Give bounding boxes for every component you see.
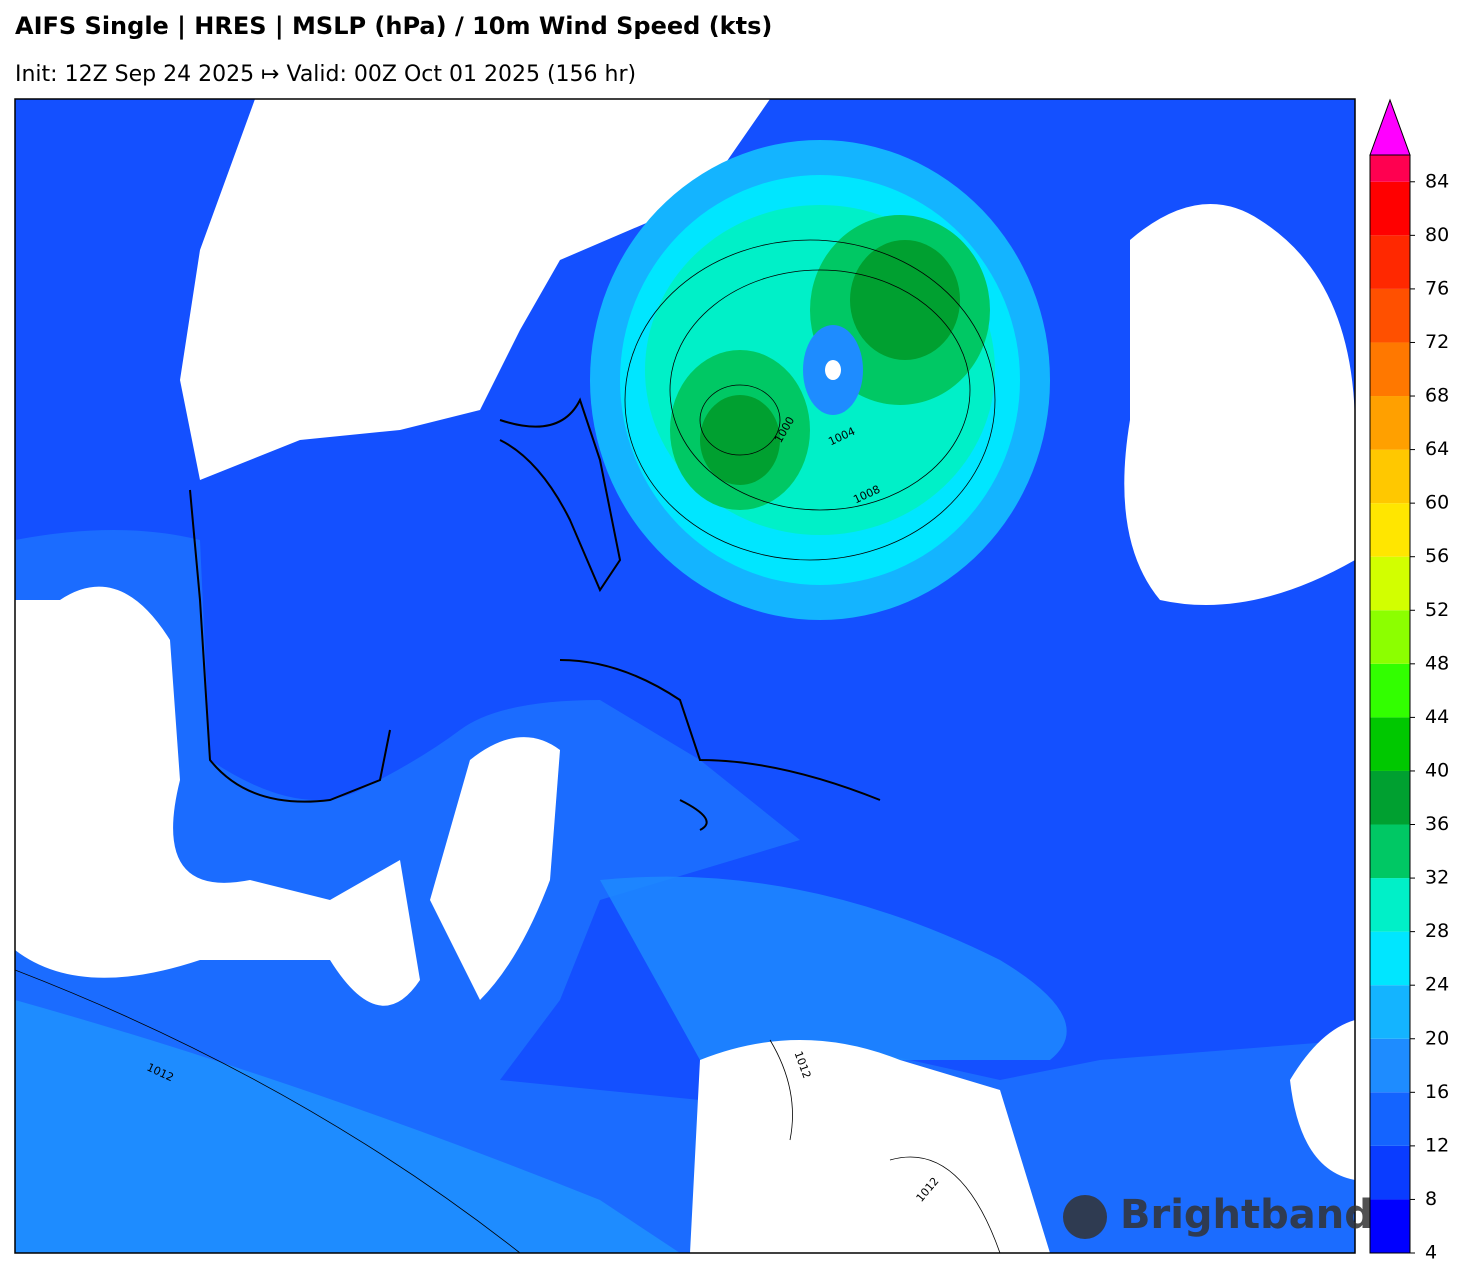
colorbar-band (1370, 235, 1410, 289)
colorbar-tick-label: 64 (1425, 438, 1449, 460)
colorbar-tick-label: 32 (1425, 867, 1449, 889)
colorbar-band (1370, 396, 1410, 450)
map (14, 98, 1356, 1254)
colorbar-tick-label: 8 (1425, 1188, 1437, 1210)
land-low-wind (180, 99, 770, 480)
colorbar-band (1370, 1092, 1410, 1146)
colorbar-tick-label: 44 (1425, 706, 1449, 728)
colorbar-tick-label: 40 (1425, 759, 1449, 781)
colorbar-tick-label: 48 (1425, 652, 1449, 674)
colorbar-tick-label: 20 (1425, 1027, 1449, 1049)
colorbar-band (1370, 1038, 1410, 1093)
colorbar-band (1370, 342, 1410, 397)
colorbar-band (1370, 824, 1410, 879)
colorbar-band (1370, 449, 1410, 504)
subtitle: Init: 12Z Sep 24 2025 ↦ Valid: 00Z Oct 0… (15, 62, 636, 87)
colorbar-band (1370, 181, 1410, 236)
colorbar-band (1370, 663, 1410, 718)
colorbar-band (1370, 931, 1410, 986)
colorbar-tick-label: 56 (1425, 545, 1449, 567)
colorbar-tick-label: 52 (1425, 599, 1449, 621)
colorbar-band (1370, 1145, 1410, 1200)
colorbar-band (1370, 610, 1410, 664)
colorbar-tick-label: 28 (1425, 920, 1449, 942)
colorbar-band (1370, 556, 1410, 611)
colorbar-extend (1369, 98, 1411, 156)
colorbar-tick-label: 84 (1425, 170, 1449, 192)
colorbar-tick-label: 76 (1425, 277, 1449, 299)
colorbar-band (1370, 503, 1410, 557)
colorbar-tick-label: 12 (1425, 1134, 1449, 1156)
colorbar-tick-label: 36 (1425, 813, 1449, 835)
colorbar-band (1370, 985, 1410, 1039)
colorbar-band (1370, 288, 1410, 343)
colorbar-tick-label: 72 (1425, 331, 1449, 353)
colorbar-frame (1369, 154, 1411, 1254)
colorbar-tick-label: 80 (1425, 224, 1449, 246)
title: AIFS Single | HRES | MSLP (hPa) / 10m Wi… (15, 12, 772, 40)
colorbar-band (1370, 155, 1410, 182)
colorbar-tick-label: 60 (1425, 492, 1449, 514)
colorbar-band (1370, 878, 1410, 932)
colorbar-tick-label: 4 (1425, 1242, 1437, 1264)
colorbar-band (1370, 1199, 1410, 1253)
colorbar-tick-label: 16 (1425, 1081, 1449, 1103)
colorbar-tick-label: 68 (1425, 385, 1449, 407)
watermark: Brightband (1120, 1192, 1373, 1238)
colorbar-tick-label: 24 (1425, 974, 1449, 996)
colorbar-band (1370, 770, 1410, 825)
colorbar-band (1370, 717, 1410, 771)
